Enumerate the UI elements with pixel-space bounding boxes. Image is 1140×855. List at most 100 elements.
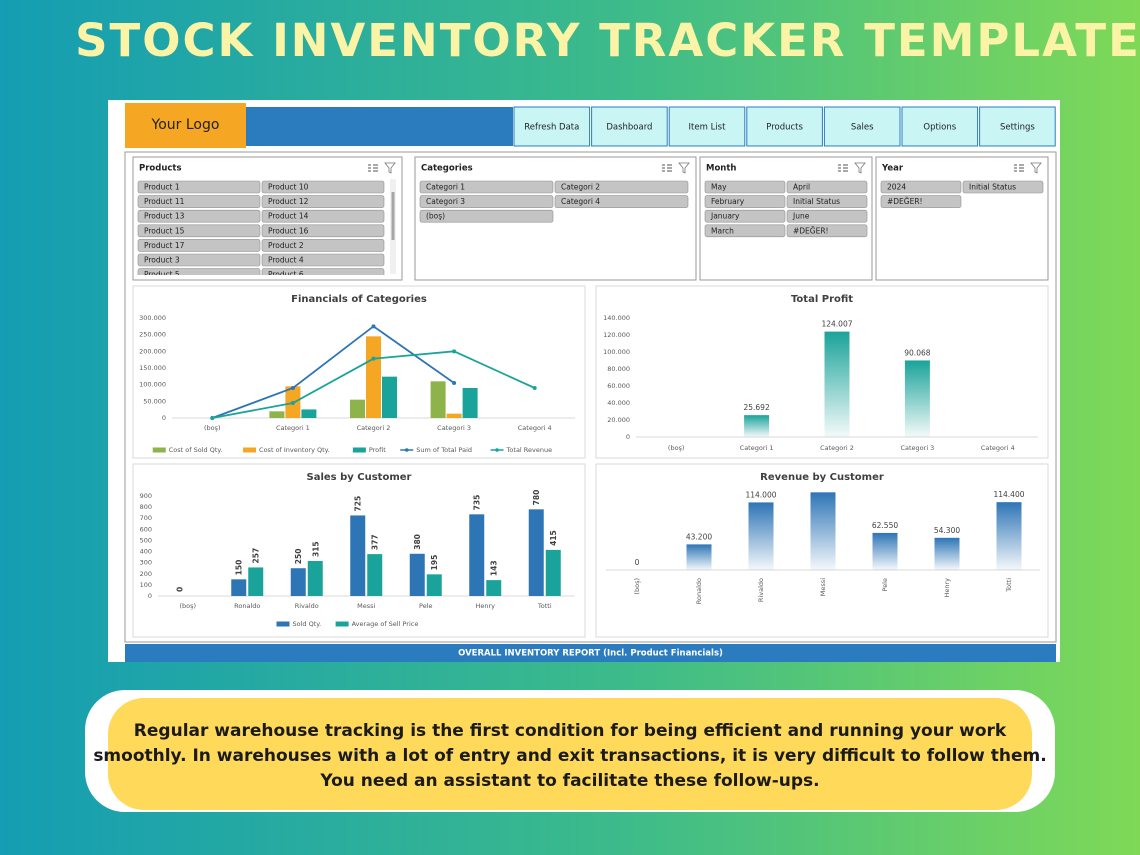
clear-filter-icon[interactable] (678, 162, 690, 174)
slicer-item[interactable] (554, 195, 689, 208)
slicer-item-label[interactable]: Product 16 (268, 226, 309, 235)
multi-select-icon[interactable] (368, 164, 378, 172)
slicer-item[interactable] (137, 224, 261, 238)
slicer-item[interactable] (786, 180, 868, 194)
nav-button[interactable] (746, 106, 823, 147)
x-tick-label: Categori 4 (518, 424, 552, 432)
clear-filter-icon[interactable] (1030, 162, 1042, 174)
nav-button[interactable] (591, 106, 668, 147)
multi-select-icon[interactable] (662, 164, 672, 172)
scrollbar-thumb[interactable] (391, 192, 395, 240)
slicer-item[interactable] (786, 209, 868, 223)
slicer-item-label[interactable]: February (711, 197, 745, 206)
slicer-item-label[interactable]: (boş) (426, 212, 445, 221)
bar (367, 554, 383, 596)
nav-label[interactable]: Products (766, 123, 803, 133)
slicer-item[interactable] (261, 195, 385, 208)
slicer-item[interactable] (261, 253, 385, 267)
slicer-item-label[interactable]: Product 1 (144, 183, 180, 192)
nav-button[interactable] (823, 106, 901, 147)
x-tick-label: Henry (475, 602, 495, 610)
slicer-item[interactable] (704, 180, 786, 194)
slicer-title: Products (139, 164, 182, 174)
slicer-item-label[interactable]: #DEĞER! (887, 197, 923, 206)
legend-label: Cost of Sold Qty. (169, 446, 223, 454)
slicer-item[interactable] (137, 239, 261, 252)
slicer-item[interactable] (704, 224, 786, 238)
slicer-item-label[interactable]: Categori 3 (426, 197, 465, 206)
slicer-item[interactable] (554, 180, 689, 194)
slicer-item-label[interactable]: Initial Status (793, 197, 840, 206)
slicer-item-label[interactable]: Product 3 (144, 256, 180, 265)
data-label: 0 (175, 587, 184, 592)
slicer-item[interactable] (786, 224, 868, 238)
slicer-item[interactable] (261, 239, 385, 252)
slicer-item-label[interactable]: March (711, 226, 734, 235)
nav-button[interactable] (901, 106, 979, 147)
slicer-item-label[interactable]: Categori 2 (561, 183, 600, 192)
slicer-item[interactable] (419, 195, 554, 208)
slicer-item[interactable] (261, 209, 385, 223)
slicer-item-label[interactable]: Product 11 (144, 197, 185, 206)
multi-select-icon[interactable] (1014, 164, 1024, 172)
bar (248, 567, 264, 596)
slicer-item-label[interactable]: Product 4 (268, 256, 304, 265)
slicer-item-label[interactable]: Product 6 (268, 270, 304, 279)
clear-filter-icon[interactable] (854, 162, 866, 174)
slicer-item-label[interactable]: Product 15 (144, 226, 185, 235)
slicer-item[interactable] (261, 268, 385, 281)
slicer-item[interactable] (786, 195, 868, 208)
slicer-item-label[interactable]: Product 17 (144, 241, 185, 250)
slicer-item[interactable] (880, 195, 962, 208)
slicer-item-label[interactable]: Product 12 (268, 197, 309, 206)
slicer-title: Month (706, 164, 736, 174)
slicer-item[interactable] (419, 209, 554, 223)
slicer-item-label[interactable]: Product 2 (268, 241, 304, 250)
slicer-item-label[interactable]: Initial Status (969, 183, 1016, 192)
slicer-item-label[interactable]: June (792, 212, 810, 221)
slicer-item[interactable] (880, 180, 962, 194)
clear-filter-icon[interactable] (384, 162, 396, 174)
slicer-item[interactable] (704, 195, 786, 208)
slicer-item[interactable] (419, 180, 554, 194)
line-marker (290, 386, 295, 390)
slicer-item-label[interactable]: 2024 (887, 183, 906, 192)
slicer-item-label[interactable]: Categori 1 (426, 183, 465, 192)
x-tick-label: Categori 1 (276, 424, 310, 432)
description-line: You need an assistant to facilitate thes… (319, 771, 819, 791)
slicer-item[interactable] (137, 209, 261, 223)
slicer-item[interactable] (137, 195, 261, 208)
slicer-item[interactable] (137, 180, 261, 194)
x-tick-label: Pele (881, 578, 889, 592)
nav-label[interactable]: Dashboard (606, 123, 652, 133)
x-tick-label: Ronaldo (695, 578, 703, 604)
slicer-item-label[interactable]: Product 13 (144, 212, 185, 221)
slicer-item-label[interactable]: January (710, 212, 740, 221)
slicer-item-label[interactable]: Product 14 (268, 212, 309, 221)
slicer-item[interactable] (137, 268, 261, 281)
nav-button[interactable] (513, 106, 591, 147)
slicer-item[interactable] (962, 180, 1044, 194)
nav-label[interactable]: Settings (1000, 123, 1035, 133)
bar (290, 568, 306, 596)
nav-label[interactable]: Sales (851, 123, 874, 133)
slicer-item[interactable] (261, 224, 385, 238)
data-label: 257 (252, 548, 261, 564)
slicer-item-label[interactable]: #DEĞER! (793, 226, 829, 235)
nav-label[interactable]: Item List (689, 123, 727, 133)
slicer-item[interactable] (137, 253, 261, 267)
slicer-item[interactable] (261, 180, 385, 194)
x-tick-label: Totti (537, 602, 552, 610)
slicer-item[interactable] (704, 209, 786, 223)
slicer-item-label[interactable]: Categori 4 (561, 197, 600, 206)
data-label: 725 (354, 496, 363, 512)
nav-button[interactable] (668, 106, 746, 147)
multi-select-icon[interactable] (838, 164, 848, 172)
slicer-item-label[interactable]: May (711, 183, 727, 192)
slicer-item-label[interactable]: April (793, 183, 810, 192)
nav-label[interactable]: Refresh Data (524, 123, 579, 133)
nav-label[interactable]: Options (923, 123, 956, 133)
slicer-item-label[interactable]: Product 5 (144, 270, 180, 279)
nav-button[interactable] (979, 106, 1056, 147)
slicer-item-label[interactable]: Product 10 (268, 183, 309, 192)
